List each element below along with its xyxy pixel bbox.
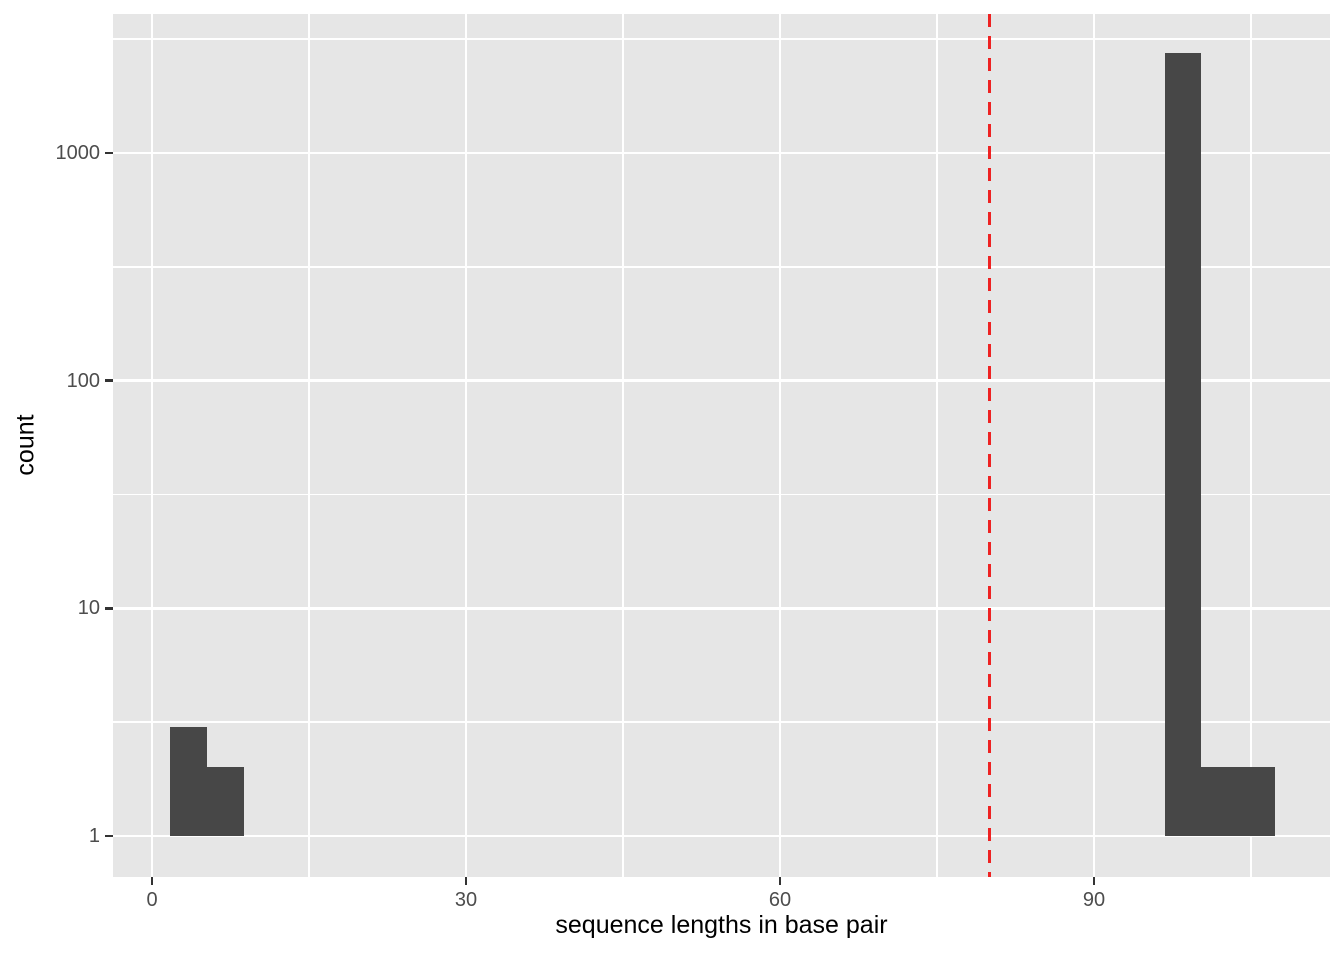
histogram-bar	[1237, 767, 1275, 836]
minor-gridline-horizontal	[113, 38, 1330, 40]
x-tick-label: 0	[146, 889, 158, 911]
major-gridline-horizontal	[113, 607, 1330, 610]
y-tick-label: 1	[88, 825, 100, 847]
x-tick-label: 60	[768, 889, 792, 911]
y-tick-label: 1000	[55, 141, 101, 164]
histogram-bar	[1164, 52, 1202, 836]
plot-panel	[113, 14, 1330, 877]
x-tick-label: 90	[1082, 889, 1106, 911]
major-gridline-vertical	[464, 14, 468, 877]
histogram-bar	[170, 727, 207, 836]
y-tick-mark	[105, 151, 113, 155]
histogram-bar	[1201, 767, 1238, 836]
major-gridline-vertical	[150, 14, 154, 877]
x-tick-mark	[778, 877, 782, 885]
y-tick-mark	[105, 379, 113, 382]
major-gridline-horizontal	[113, 151, 1330, 155]
minor-gridline-vertical	[1250, 14, 1252, 877]
histogram-bar	[206, 767, 244, 836]
minor-gridline-vertical	[936, 14, 938, 877]
x-axis-title: sequence lengths in base pair	[555, 911, 888, 939]
minor-gridline-vertical	[622, 14, 624, 877]
minor-gridline-vertical	[308, 14, 310, 877]
y-tick-label: 10	[77, 597, 100, 620]
threshold-vline	[987, 14, 991, 877]
y-tick-label: 100	[66, 369, 100, 392]
major-gridline-vertical	[1092, 14, 1096, 877]
x-tick-mark	[1092, 877, 1096, 885]
y-tick-mark	[105, 607, 113, 610]
minor-gridline-horizontal	[113, 493, 1330, 496]
x-tick-mark	[150, 877, 154, 885]
major-gridline-vertical	[778, 14, 782, 877]
minor-gridline-horizontal	[113, 266, 1330, 268]
x-tick-mark	[464, 877, 468, 885]
minor-gridline-horizontal	[113, 721, 1330, 723]
y-tick-mark	[105, 834, 113, 838]
major-gridline-horizontal	[113, 834, 1330, 838]
y-axis-title: count	[11, 414, 40, 476]
x-tick-label: 30	[454, 889, 478, 911]
major-gridline-horizontal	[113, 379, 1330, 382]
